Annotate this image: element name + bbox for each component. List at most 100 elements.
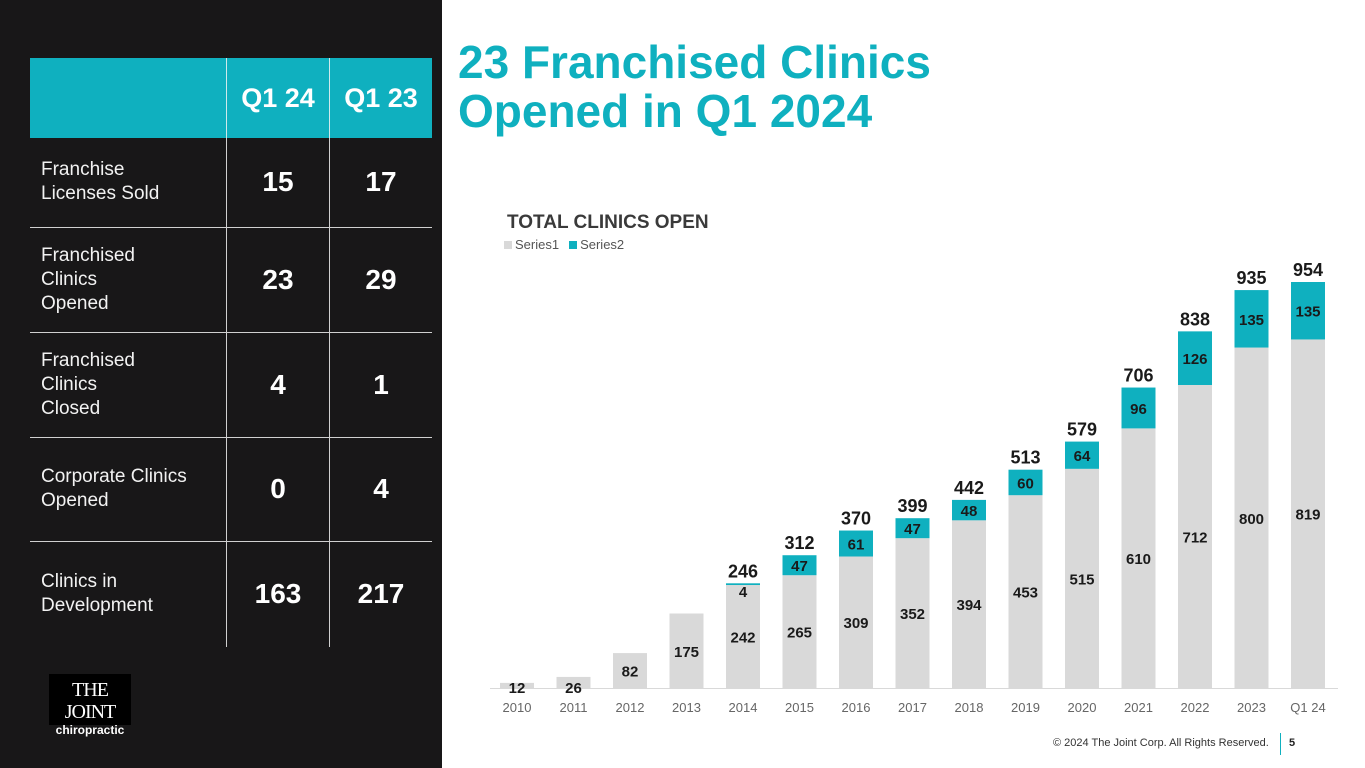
bar-series2 xyxy=(726,583,760,586)
row-label: Franchised Clinics Opened xyxy=(30,226,227,332)
data-label-total: 954 xyxy=(1293,260,1323,280)
row-label: Clinics in Development xyxy=(30,540,227,647)
bar-series1 xyxy=(726,585,760,688)
value-q1-24: 23 xyxy=(226,226,330,332)
x-tick-label: 2012 xyxy=(616,700,645,715)
data-label-series2: 61 xyxy=(848,537,865,554)
row-label: Franchised Clinics Closed xyxy=(30,331,227,437)
bar-series1 xyxy=(952,520,986,688)
bar-series1 xyxy=(782,575,817,688)
table-header-q1-23: Q1 23 xyxy=(329,58,432,138)
data-label-total: 442 xyxy=(954,478,984,498)
value-q1-24: 15 xyxy=(226,138,330,227)
x-tick-label: 2023 xyxy=(1237,700,1266,715)
data-label-series1: 515 xyxy=(1069,571,1094,588)
legend-swatch-series2 xyxy=(569,240,578,249)
bar-series1 xyxy=(613,653,647,688)
data-label-series2: 126 xyxy=(1182,351,1207,368)
value-q1-23: 17 xyxy=(329,138,432,227)
bar-series1 xyxy=(1008,495,1043,688)
data-label-total: 370 xyxy=(841,509,871,529)
legend-label-series1: Series1 xyxy=(515,237,560,252)
chart-title: TOTAL CLINICS OPEN xyxy=(507,212,709,233)
bar-series2 xyxy=(839,530,873,557)
x-tick-label: 2018 xyxy=(955,700,984,715)
table-header-row: Q1 24 Q1 23 xyxy=(30,58,432,138)
legend-item-series2: Series2 xyxy=(569,237,624,252)
data-label-total: 935 xyxy=(1236,268,1266,288)
bar-series2 xyxy=(1065,441,1099,469)
row-label: Corporate Clinics Opened xyxy=(30,436,227,541)
value-q1-24: 0 xyxy=(226,436,330,541)
bar-series2 xyxy=(895,518,930,539)
bar-series1 xyxy=(669,613,704,688)
data-label-series1: 82 xyxy=(622,664,639,681)
data-label-total: 312 xyxy=(784,533,814,553)
chart-legend: Series1 Series2 xyxy=(504,237,624,252)
data-label-series2: 96 xyxy=(1130,401,1147,418)
data-label-series1: 610 xyxy=(1126,551,1151,568)
x-tick-label: 2013 xyxy=(672,700,701,715)
table-row: Franchised Clinics Opened 23 29 xyxy=(30,226,432,332)
x-tick-label: 2015 xyxy=(785,700,814,715)
logo-subtitle: chiropractic xyxy=(55,723,125,737)
data-label-total: 246 xyxy=(728,561,758,581)
data-label-series1: 175 xyxy=(674,644,699,661)
logo-wordmark: THE JOINT xyxy=(64,679,117,723)
bar-series1 xyxy=(556,676,591,688)
legend-swatch-series1 xyxy=(504,240,512,249)
footer-divider xyxy=(1280,733,1281,755)
data-label-total: 399 xyxy=(897,496,927,516)
data-label-series1: 800 xyxy=(1239,511,1264,528)
data-label-series2: 48 xyxy=(961,503,978,520)
data-label-series1: 309 xyxy=(843,615,868,632)
data-label-series1: 12 xyxy=(509,680,526,697)
value-q1-23: 29 xyxy=(329,226,432,332)
x-tick-label: 2017 xyxy=(898,700,927,715)
bar-series1 xyxy=(1065,468,1099,688)
metrics-table: Q1 24 Q1 23 Franchise Licenses Sold 15 1… xyxy=(30,58,432,647)
bar-series2 xyxy=(952,499,986,521)
bar-series2 xyxy=(1234,290,1269,348)
title-line-1: 23 Franchised Clinics xyxy=(458,36,931,88)
value-q1-23: 1 xyxy=(329,331,432,437)
data-label-series1: 265 xyxy=(787,625,812,642)
table-header-blank xyxy=(30,58,227,138)
legend-item-series1: Series1 xyxy=(504,237,559,252)
data-label-series1: 394 xyxy=(956,597,982,614)
data-label-total: 706 xyxy=(1123,366,1153,386)
page-title: 23 Franchised Clinics Opened in Q1 2024 xyxy=(458,38,1058,136)
value-q1-23: 4 xyxy=(329,436,432,541)
data-label-series1: 242 xyxy=(730,630,755,647)
bar-series2 xyxy=(1008,469,1043,496)
value-q1-24: 4 xyxy=(226,331,330,437)
bar-series2 xyxy=(1291,282,1325,340)
value-q1-24: 163 xyxy=(226,540,330,647)
row-label: Franchise Licenses Sold xyxy=(41,159,160,205)
value-q1-23: 217 xyxy=(329,540,432,647)
bar-series1 xyxy=(1234,347,1269,688)
data-label-series2: 4 xyxy=(739,584,748,601)
data-label-series2: 135 xyxy=(1239,312,1264,329)
x-tick-label: 2011 xyxy=(560,700,588,715)
data-label-series2: 47 xyxy=(904,521,921,538)
data-label-series1: 453 xyxy=(1013,585,1038,602)
table-row: Franchise Licenses Sold 15 17 xyxy=(30,138,432,227)
table-row: Corporate Clinics Opened 0 4 xyxy=(30,436,432,541)
table-row: Clinics in Development 163 217 xyxy=(30,540,432,647)
bar-series1 xyxy=(895,538,930,688)
legend-label-series2: Series2 xyxy=(580,237,625,252)
bar-series2 xyxy=(1121,387,1156,429)
data-label-series1: 819 xyxy=(1295,507,1320,524)
data-label-series2: 135 xyxy=(1295,304,1320,321)
data-label-series2: 60 xyxy=(1017,475,1034,492)
title-line-2: Opened in Q1 2024 xyxy=(458,85,873,137)
x-tick-label: 2014 xyxy=(729,700,758,715)
left-panel: Q1 24 Q1 23 Franchise Licenses Sold 15 1… xyxy=(0,0,442,768)
x-tick-label: 2021 xyxy=(1124,700,1153,715)
x-tick-label: 2022 xyxy=(1181,700,1210,715)
data-label-total: 513 xyxy=(1010,448,1040,468)
data-label-total: 579 xyxy=(1067,420,1097,440)
x-tick-label: Q1 24 xyxy=(1290,700,1325,715)
